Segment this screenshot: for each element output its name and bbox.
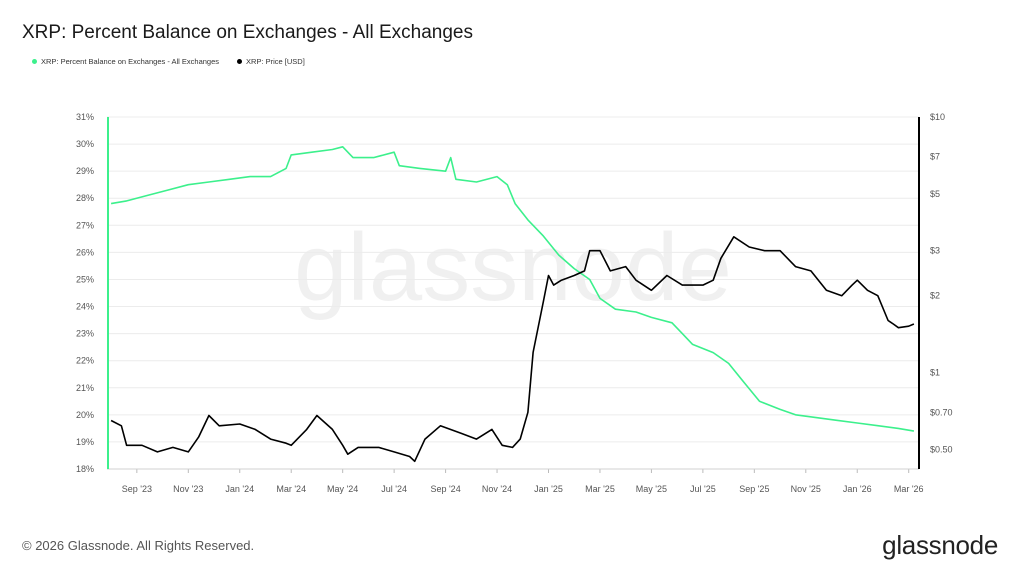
x-tick-label: Sep '25 bbox=[739, 484, 769, 494]
x-tick-label: Nov '23 bbox=[173, 484, 203, 494]
series-line-price bbox=[110, 236, 915, 463]
chart-legend: XRP: Percent Balance on Exchanges - All … bbox=[32, 57, 305, 66]
legend-dot-balance bbox=[32, 59, 37, 64]
x-tick-label: Jan '26 bbox=[843, 484, 872, 494]
y-left-tick-label: 27% bbox=[76, 220, 94, 230]
y-left-tick-label: 26% bbox=[76, 247, 94, 257]
y-left-tick-label: 19% bbox=[76, 437, 94, 447]
legend-label-price: XRP: Price [USD] bbox=[246, 57, 305, 66]
x-tick-label: Sep '23 bbox=[122, 484, 152, 494]
x-tick-label: Jan '25 bbox=[534, 484, 563, 494]
x-tick-label: Jan '24 bbox=[225, 484, 254, 494]
y-right-tick-label: $5 bbox=[930, 189, 940, 199]
y-right-tick-label: $7 bbox=[930, 152, 940, 162]
y-left-tick-label: 31% bbox=[76, 112, 94, 122]
legend-dot-price bbox=[237, 59, 243, 64]
legend-item-price[interactable]: XRP: Price [USD] bbox=[237, 57, 305, 66]
y-right-tick-label: $2 bbox=[930, 291, 940, 301]
x-tick-label: Jul '24 bbox=[381, 484, 407, 494]
y-right-tick-label: $10 bbox=[930, 112, 945, 122]
x-tick-label: Sep '24 bbox=[430, 484, 460, 494]
y-left-tick-label: 18% bbox=[76, 464, 94, 474]
legend-label-balance: XRP: Percent Balance on Exchanges - All … bbox=[41, 57, 220, 66]
x-tick-label: Nov '24 bbox=[482, 484, 512, 494]
y-left-tick-label: 20% bbox=[76, 410, 94, 420]
chart-title: XRP: Percent Balance on Exchanges - All … bbox=[22, 22, 473, 43]
x-tick-label: Nov '25 bbox=[791, 484, 821, 494]
y-left-tick-label: 21% bbox=[76, 383, 94, 393]
series-line-balance bbox=[110, 146, 915, 432]
axes: 31% 30% 29% 28% 27% 26% 25% 24% 23% 22% 21% 20% 19% 1… bbox=[76, 112, 953, 494]
y-left-tick-label: 22% bbox=[76, 356, 94, 366]
x-tick-label: Jul '25 bbox=[690, 484, 716, 494]
watermark-text: glassnode bbox=[294, 214, 732, 321]
y-right-tick-label: $0.50 bbox=[930, 445, 953, 455]
y-left-tick-label: 24% bbox=[76, 302, 94, 312]
y-left-tick-label: 23% bbox=[76, 329, 94, 339]
y-left-tick-label: 29% bbox=[76, 166, 94, 176]
y-right-tick-label: $0.70 bbox=[930, 407, 953, 417]
x-tick-label: May '25 bbox=[636, 484, 667, 494]
copyright-text: © 2026 Glassnode. All Rights Reserved. bbox=[22, 538, 255, 553]
brand-logo[interactable]: glassnode bbox=[882, 530, 998, 560]
y-left-tick-label: 25% bbox=[76, 274, 94, 284]
x-tick-label: May '24 bbox=[327, 484, 358, 494]
y-right-tick-label: $1 bbox=[930, 368, 940, 378]
series-group bbox=[110, 146, 915, 463]
x-tick-label: Mar '24 bbox=[276, 484, 306, 494]
x-tick-label: Mar '26 bbox=[894, 484, 924, 494]
y-right-tick-label: $3 bbox=[930, 246, 940, 256]
x-tick-label: Mar '25 bbox=[585, 484, 615, 494]
y-left-tick-label: 30% bbox=[76, 139, 94, 149]
y-left-tick-label: 28% bbox=[76, 193, 94, 203]
legend-item-balance[interactable]: XRP: Percent Balance on Exchanges - All … bbox=[32, 57, 219, 66]
